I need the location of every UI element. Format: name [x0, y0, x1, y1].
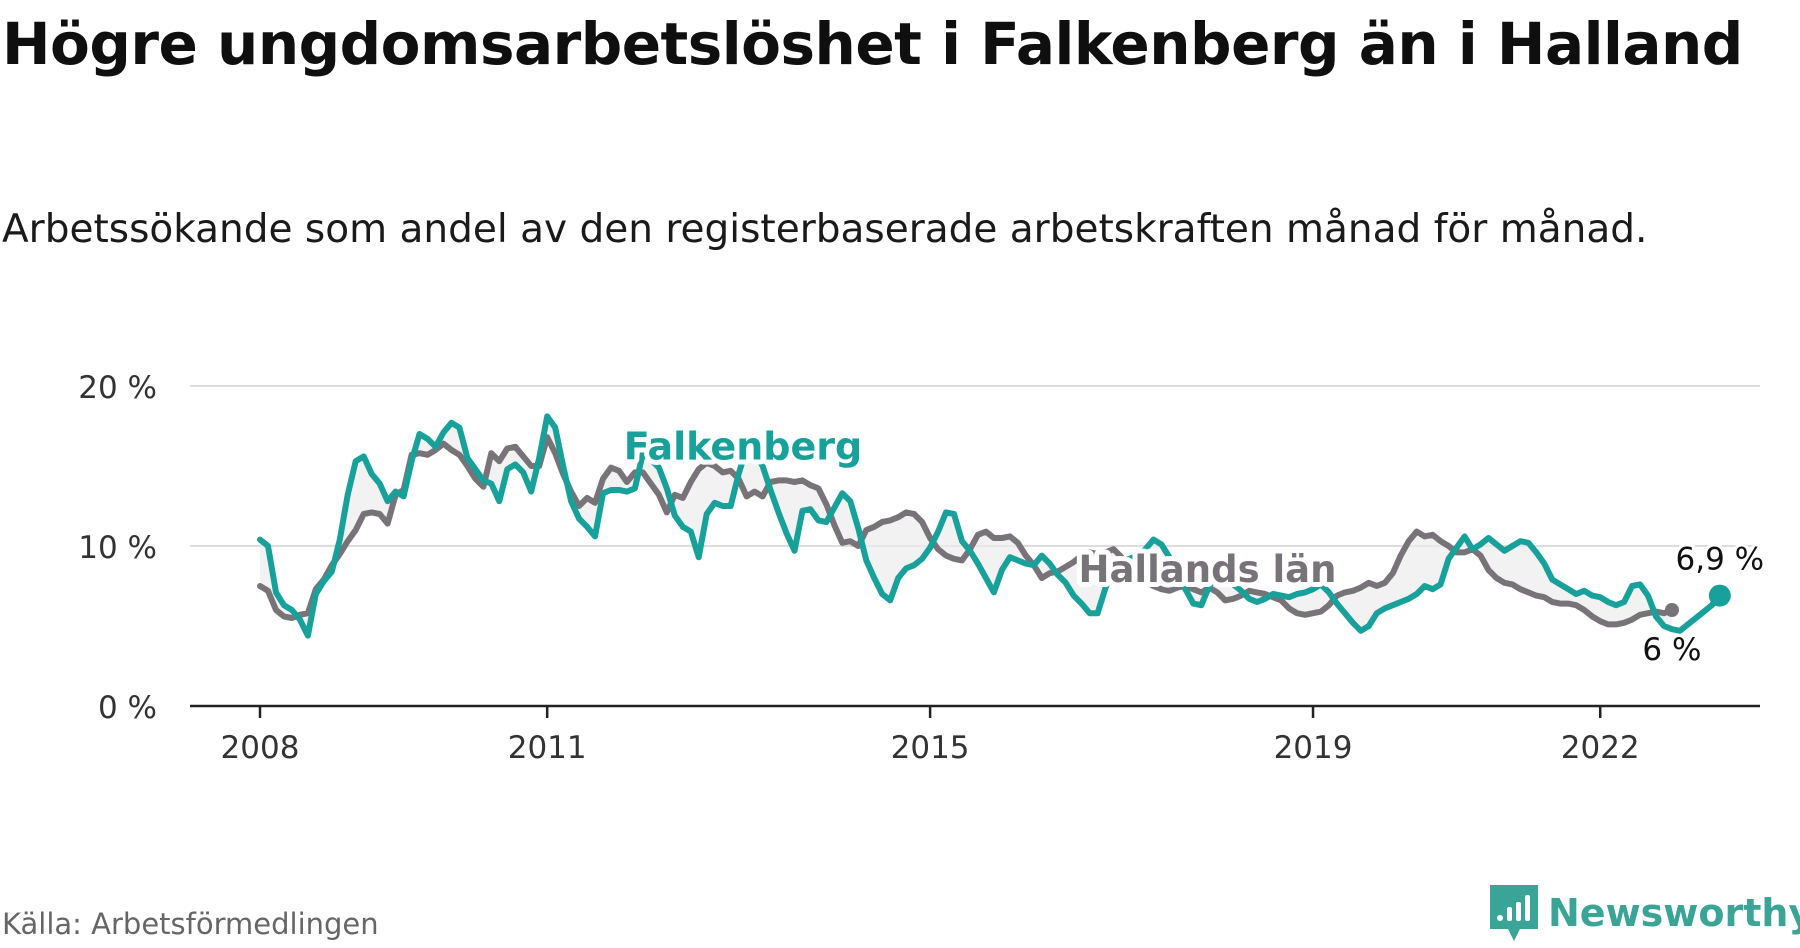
y-tick-label: 10 % — [78, 530, 157, 566]
brand-name: Newsworthy — [1548, 891, 1800, 935]
source-note: Källa: Arbetsförmedlingen — [2, 907, 379, 941]
x-tick-label: 2015 — [891, 730, 970, 760]
x-tick-label: 2011 — [508, 730, 587, 760]
bar-chart-icon — [1490, 885, 1538, 941]
series-line-falkenberg — [257, 413, 1723, 639]
series-end-marker — [1664, 603, 1679, 617]
series-label-halland: Hallands län — [1078, 548, 1336, 591]
series-label-falkenberg: Falkenberg — [624, 425, 862, 469]
series-end-marker — [1708, 584, 1731, 607]
x-tick-label: 2022 — [1561, 730, 1640, 760]
x-tick-label: 2019 — [1274, 730, 1353, 760]
brand-logo[interactable]: Newsworthy — [1490, 885, 1800, 941]
chart-subtitle: Arbetssökande som andel av den registerb… — [2, 207, 1648, 252]
series-end-label: 6 % — [1642, 632, 1701, 668]
y-tick-label: 20 % — [78, 370, 157, 406]
chart-title: Högre ungdomsarbetslöshet i Falkenberg ä… — [2, 10, 1743, 78]
y-tick-label: 0 % — [98, 690, 157, 726]
x-tick-label: 2008 — [221, 730, 300, 760]
series-line-halland — [257, 434, 1675, 628]
line-chart: 0 % 10 % 20 % 2008 2011 2015 2019 2022 6 % 6,9 % F… — [78, 370, 1767, 760]
difference-band — [260, 416, 1672, 636]
series-end-label: 6,9 % — [1676, 542, 1765, 578]
